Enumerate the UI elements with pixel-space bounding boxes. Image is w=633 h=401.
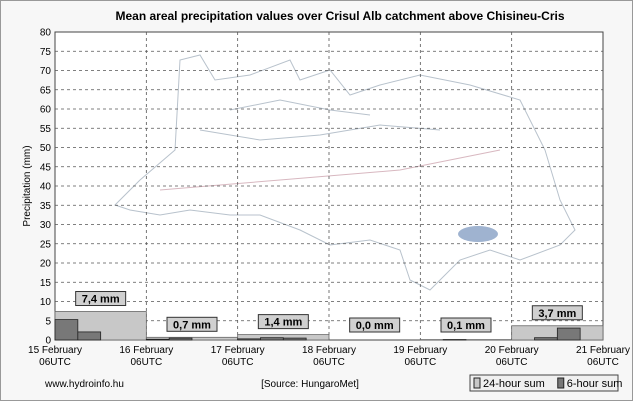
x-tick-label: 21 February bbox=[576, 345, 630, 356]
legend-swatch bbox=[557, 377, 565, 389]
bar-6h bbox=[77, 331, 102, 341]
y-tick-label: 10 bbox=[40, 297, 52, 308]
map-lake bbox=[458, 226, 498, 242]
bar-6h bbox=[145, 338, 170, 341]
map-background bbox=[114, 54, 576, 291]
y-tick-label: 45 bbox=[40, 162, 52, 173]
y-tick-label: 55 bbox=[40, 124, 52, 135]
x-tick-label: 20 February bbox=[485, 345, 539, 356]
plot-area bbox=[54, 31, 604, 341]
legend-label: 6-hour sum bbox=[567, 378, 623, 390]
y-tick-label: 5 bbox=[45, 316, 51, 327]
bar-6h bbox=[168, 337, 193, 341]
x-tick-sublabel: 06UTC bbox=[496, 357, 528, 368]
bar-6h bbox=[260, 337, 284, 341]
value-label: 0,0 mm bbox=[356, 320, 394, 332]
y-tick-label: 65 bbox=[40, 85, 52, 96]
bar-6h bbox=[282, 337, 307, 341]
value-label: 0,1 mm bbox=[447, 320, 485, 332]
bar-6h bbox=[54, 319, 79, 341]
footer-left: www.hydroinfo.hu bbox=[44, 379, 124, 390]
x-tick-sublabel: 06UTC bbox=[313, 357, 345, 368]
y-tick-label: 75 bbox=[40, 47, 52, 58]
x-tick-label: 18 February bbox=[302, 345, 356, 356]
value-label-box bbox=[440, 317, 492, 333]
y-tick-label: 0 bbox=[45, 336, 51, 347]
value-label-box bbox=[166, 316, 218, 332]
x-tick-sublabel: 06UTC bbox=[222, 357, 254, 368]
y-tick-label: 40 bbox=[40, 182, 52, 193]
x-tick-label: 16 February bbox=[119, 345, 173, 356]
value-label: 0,7 mm bbox=[173, 319, 211, 331]
y-tick-label: 30 bbox=[40, 220, 52, 231]
bar-6h bbox=[534, 337, 558, 341]
x-tick-sublabel: 06UTC bbox=[130, 357, 162, 368]
value-label-box bbox=[257, 314, 309, 330]
y-tick-label: 25 bbox=[40, 239, 52, 250]
bar-6h bbox=[556, 327, 581, 341]
y-tick-label: 70 bbox=[40, 66, 52, 77]
bar-6h bbox=[237, 338, 261, 341]
y-axis-label: Precipitation (mm) bbox=[22, 145, 33, 226]
x-tick-label: 17 February bbox=[211, 345, 265, 356]
x-tick-label: 19 February bbox=[393, 345, 447, 356]
y-tick-label: 80 bbox=[40, 28, 52, 39]
value-label-box bbox=[531, 305, 583, 321]
value-label-box bbox=[349, 317, 401, 333]
x-tick-sublabel: 06UTC bbox=[39, 357, 71, 368]
source: [Source: HungaroMet] bbox=[261, 379, 359, 390]
chart-title: Mean areal precipitation values over Cri… bbox=[115, 9, 564, 23]
legend-box bbox=[469, 374, 619, 392]
y-tick-label: 15 bbox=[40, 278, 52, 289]
legend-swatch bbox=[473, 377, 481, 389]
y-tick-label: 60 bbox=[40, 105, 52, 116]
legend-label: 24-hour sum bbox=[483, 378, 545, 390]
y-tick-label: 20 bbox=[40, 259, 52, 270]
y-tick-label: 35 bbox=[40, 201, 52, 212]
x-tick-sublabel: 06UTC bbox=[587, 357, 619, 368]
value-label: 3,7 mm bbox=[538, 308, 576, 320]
value-label: 7,4 mm bbox=[82, 294, 120, 306]
x-tick-sublabel: 06UTC bbox=[404, 357, 436, 368]
value-label-box bbox=[75, 291, 127, 307]
value-label: 1,4 mm bbox=[264, 317, 302, 329]
x-tick-label: 15 February bbox=[28, 345, 82, 356]
y-tick-label: 50 bbox=[40, 143, 52, 154]
